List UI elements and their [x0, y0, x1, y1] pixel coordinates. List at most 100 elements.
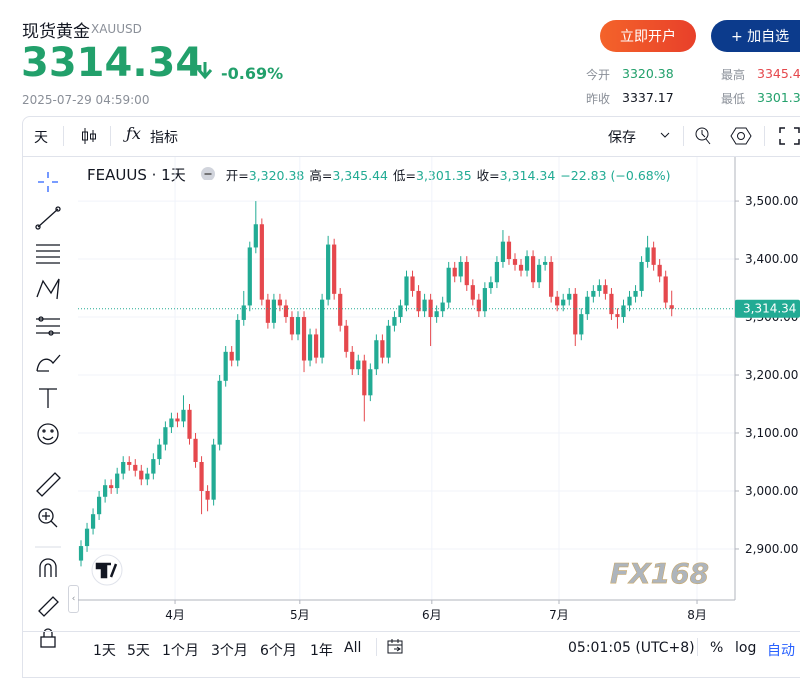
replay-icon[interactable] [693, 124, 713, 146]
lock-tool[interactable] [40, 628, 56, 648]
range-button[interactable]: 1年 [310, 643, 333, 659]
line-tool[interactable] [35, 206, 61, 230]
candle-body [181, 409, 186, 422]
candle-body [151, 459, 156, 474]
range-button[interactable]: 3个月 [211, 643, 248, 659]
ruler-tool[interactable] [36, 472, 61, 497]
candle-body [241, 305, 246, 320]
range-button[interactable]: 6个月 [260, 643, 297, 659]
candle-body [175, 418, 180, 422]
candle-body [464, 261, 469, 286]
fullscreen-icon[interactable] [779, 126, 800, 146]
candle-body [458, 261, 463, 277]
candle-body [344, 325, 349, 352]
candle-body [283, 305, 289, 318]
candle-body [549, 261, 554, 297]
candle-body [579, 314, 584, 335]
stat-value: 3301.35 [757, 90, 800, 105]
candle-body [368, 369, 373, 396]
brush-tool[interactable] [36, 354, 61, 372]
pattern-tool[interactable] [36, 278, 60, 300]
candle-body [133, 464, 138, 471]
candle-body [211, 444, 216, 500]
separator [110, 126, 111, 146]
zoom-tool[interactable] [38, 508, 58, 528]
candle-body [90, 514, 96, 529]
range-button[interactable]: 1天 [93, 643, 116, 659]
candle-body [265, 299, 270, 323]
x-tick-label: 5月 [290, 608, 310, 622]
candle-body [404, 276, 409, 306]
candle-body [530, 256, 536, 283]
candle-body [295, 317, 301, 335]
separator [697, 638, 698, 656]
log-toggle[interactable]: log [735, 640, 757, 656]
chevron[interactable] [659, 130, 671, 140]
collapse-toolbar[interactable]: ‹ [68, 585, 79, 613]
candle-body [633, 290, 638, 297]
candle-body [434, 311, 439, 318]
last-price-label: 3,314.34 [743, 302, 796, 316]
text-tool[interactable] [39, 388, 57, 408]
indicators-button[interactable]: 指标 [150, 130, 178, 146]
candle-body [669, 305, 674, 309]
forecast-tool[interactable] [36, 316, 60, 336]
legend-label: 高= [309, 168, 333, 183]
candle-body [121, 461, 126, 474]
candle-body [446, 267, 451, 303]
candle-body [555, 296, 560, 306]
range-button[interactable]: 5天 [127, 643, 150, 659]
candle-body [169, 418, 174, 428]
candle-body [603, 285, 608, 294]
drawing-toolbar [35, 172, 61, 648]
price-change: -0.69% [221, 64, 284, 83]
candle-body [663, 276, 668, 303]
add-watchlist-button[interactable]: + 加自选 [711, 20, 800, 52]
stat-value: 3345.44 [757, 66, 800, 81]
emoji-tool[interactable] [37, 423, 59, 445]
x-tick-label: 4月 [165, 608, 185, 622]
candle-body [428, 299, 433, 318]
candle-body [271, 299, 277, 323]
fib-tool[interactable] [36, 244, 60, 264]
candle-body [259, 224, 264, 300]
price: 3314.34 [21, 40, 204, 86]
candle-body [217, 380, 222, 445]
candle-body [488, 282, 493, 289]
y-tick-label: 3,100.00 [745, 426, 798, 440]
separator [376, 638, 377, 656]
candle-body [482, 288, 487, 312]
stat-label: 最低 [721, 92, 746, 106]
open-account-button[interactable]: 立即开户 [600, 20, 696, 52]
candle-body [193, 438, 198, 462]
save-button[interactable]: 保存 [608, 130, 636, 146]
candle-body [356, 360, 361, 370]
candle-body [512, 259, 518, 265]
candle-body [476, 299, 481, 312]
x-tick-label: 6月 [422, 608, 442, 622]
legend-toggle[interactable] [200, 166, 216, 180]
crosshair-tool[interactable] [38, 172, 58, 192]
y-tick-label: 3,500.00 [745, 194, 798, 208]
range-button[interactable]: All [344, 640, 362, 656]
stat-label: 最高 [721, 68, 746, 82]
candle-body [536, 264, 542, 283]
percent-toggle[interactable]: % [710, 640, 724, 656]
auto-toggle[interactable]: 自动 [767, 643, 795, 659]
x-tick-label: 8月 [687, 608, 707, 622]
candle-body [543, 261, 548, 265]
y-tick-label: 3,000.00 [745, 484, 798, 498]
fx-icon[interactable]: ƒx [126, 124, 141, 143]
lock-drawing-tool[interactable] [38, 596, 59, 617]
candle-body [422, 299, 427, 312]
candle-type-icon[interactable] [80, 126, 98, 146]
settings-icon[interactable] [730, 125, 752, 147]
candle-body [621, 305, 626, 318]
magnet-tool[interactable] [39, 558, 57, 577]
calendar-icon[interactable] [386, 637, 404, 655]
range-button[interactable]: 1个月 [162, 643, 199, 659]
candle-body [127, 461, 132, 465]
interval-button[interactable]: 天 [34, 130, 48, 146]
candle-body [313, 334, 319, 358]
candle-body [651, 247, 656, 265]
